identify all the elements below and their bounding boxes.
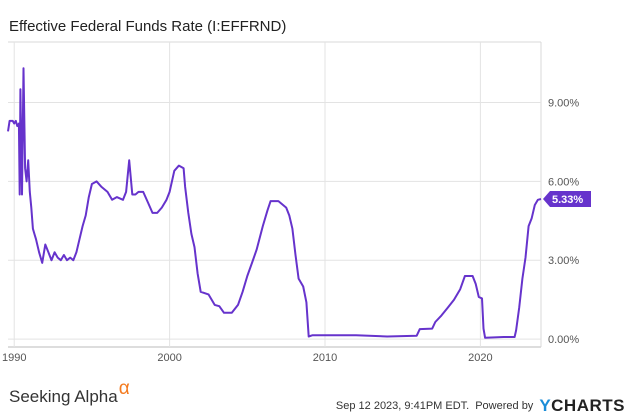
y-tick-label: 6.00% — [548, 176, 579, 188]
y-tick-label: 9.00% — [548, 97, 579, 109]
x-tick-label: 2000 — [157, 352, 181, 364]
footer-credit: Sep 12 2023, 9:41PM EDT. Powered by YCHA… — [336, 396, 625, 416]
chart-title: Effective Federal Funds Rate (I:EFFRND) — [9, 18, 287, 35]
grid-lines — [8, 41, 542, 348]
alpha-icon: α — [118, 378, 130, 399]
last-value-label: 5.33% — [552, 194, 583, 206]
timestamp: Sep 12 2023, 9:41PM EDT. — [335, 400, 470, 412]
series-line — [7, 67, 542, 339]
ycharts-logo: YCHARTS — [539, 396, 625, 416]
x-tick-labels: 1990 2000 2010 2020 — [2, 352, 493, 364]
brand-text: Seeking Alpha — [9, 387, 118, 406]
brand-logo: Seeking Alphaα — [9, 378, 130, 408]
powered-by-text: Powered by — [475, 400, 534, 412]
x-tick-label: 1990 — [2, 352, 26, 364]
ycharts-rest: CHARTS — [551, 396, 625, 415]
last-value-marker: 5.33% — [543, 190, 591, 207]
x-tick-label: 2020 — [468, 352, 492, 364]
x-tick-label: 2010 — [313, 352, 337, 364]
y-tick-label: 0.00% — [548, 334, 579, 346]
y-tick-label: 3.00% — [548, 255, 579, 267]
series-layer — [7, 67, 542, 339]
y-tick-labels: 0.00% 3.00% 6.00% 9.00% — [548, 97, 579, 346]
last-value-badge — [543, 190, 591, 207]
ycharts-y: Y — [539, 396, 552, 415]
